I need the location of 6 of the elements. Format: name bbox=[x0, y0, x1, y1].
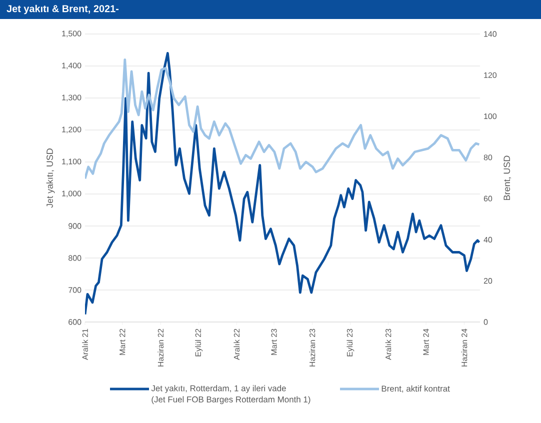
y-axis-title: Jet yakıtı, USD bbox=[46, 148, 55, 208]
text: (Jet Fuel FOB Barges Rotterdam Month 1) bbox=[152, 396, 310, 404]
y2-axis-title: Brent, USD bbox=[504, 156, 512, 200]
legend-label: Brent, aktif kontrat bbox=[382, 385, 450, 393]
chart-title: Jet yakıtı & Brent, 2021- bbox=[6, 4, 119, 14]
legend-label: Jet yakıtı, Rotterdam, 1 ay ileri vade bbox=[151, 385, 286, 393]
